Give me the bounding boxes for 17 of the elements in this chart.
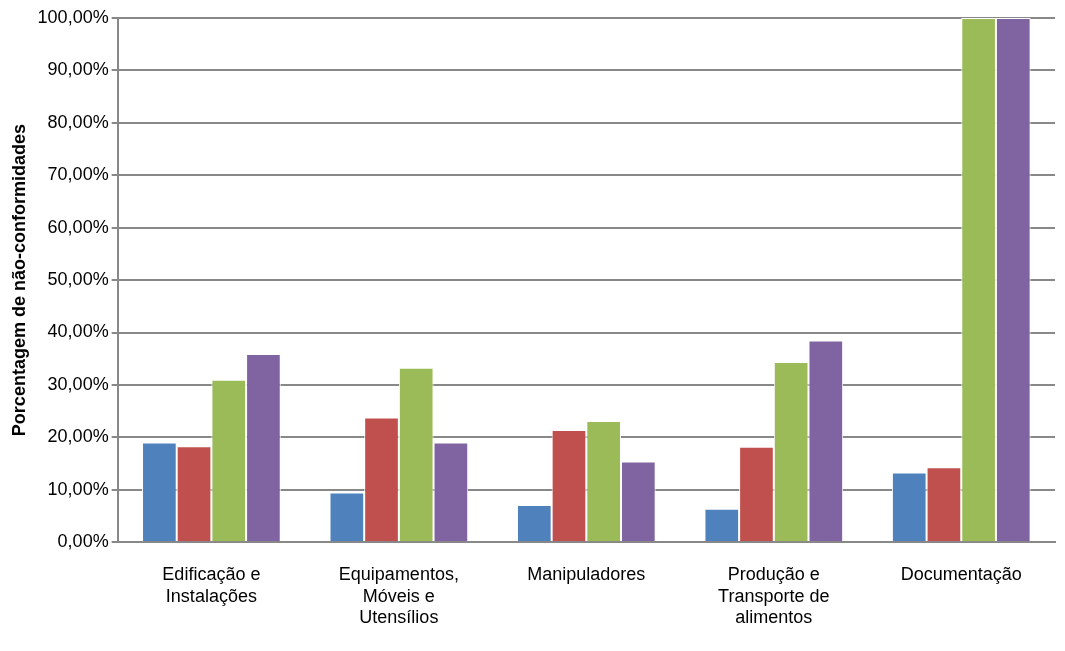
x-tick-label: Equipamentos, Móveis e Utensílios (338, 563, 459, 628)
y-tick-label: 0,00% (57, 531, 109, 552)
x-tick-label: Produção e Transporte de alimentos (718, 563, 830, 628)
y-tick-label: 20,00% (47, 426, 109, 447)
y-axis-title: Porcentagem de não-conformidades (8, 124, 29, 437)
x-tick-label: Manipuladores (527, 563, 646, 584)
y-tick-label: 70,00% (47, 164, 109, 185)
y-tick-label: 50,00% (47, 269, 109, 290)
y-tick-label: 60,00% (47, 216, 109, 237)
y-tick-label: 40,00% (47, 321, 109, 342)
y-tick-label: 80,00% (47, 111, 109, 132)
y-tick-label: 10,00% (47, 478, 109, 499)
x-tick-label: Edificação e Instalações (162, 563, 261, 606)
y-tick-label: 100,00% (37, 6, 109, 27)
y-tick-label: 30,00% (47, 373, 109, 394)
y-tick-label: 90,00% (47, 59, 109, 80)
x-tick-label: Documentação (900, 563, 1022, 584)
